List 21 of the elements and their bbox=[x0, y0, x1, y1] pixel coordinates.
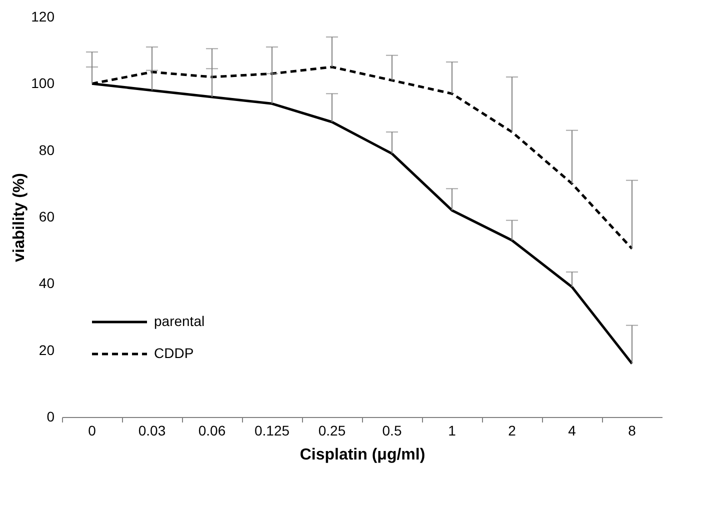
y-tick-label: 0 bbox=[46, 408, 55, 424]
x-tick-label: 0.03 bbox=[138, 422, 166, 438]
y-tick-label: 100 bbox=[31, 75, 55, 92]
y-tick-label: 80 bbox=[38, 142, 55, 158]
x-tick-label: 2 bbox=[508, 422, 516, 438]
y-tick-label: 120 bbox=[31, 8, 55, 24]
x-tick-label: 0.125 bbox=[254, 422, 290, 438]
x-tick-label: 4 bbox=[568, 422, 576, 438]
y-tick-label: 60 bbox=[38, 208, 55, 224]
x-tick-label: 0.25 bbox=[318, 422, 346, 438]
x-tick-label: 1 bbox=[448, 422, 456, 438]
y-axis-title: viability (%) bbox=[11, 173, 28, 262]
x-tick-label: 0.5 bbox=[382, 422, 402, 438]
y-tick-label: 40 bbox=[38, 275, 55, 292]
x-axis-title: Cisplatin (μg/ml) bbox=[300, 446, 426, 464]
y-tick-label: 20 bbox=[38, 342, 55, 358]
x-tick-label: 8 bbox=[628, 422, 636, 438]
x-tick-label: 0.06 bbox=[198, 422, 226, 438]
legend-label: CDDP bbox=[154, 345, 194, 361]
legend-label: parental bbox=[154, 313, 205, 329]
x-tick-label: 0 bbox=[88, 422, 96, 438]
